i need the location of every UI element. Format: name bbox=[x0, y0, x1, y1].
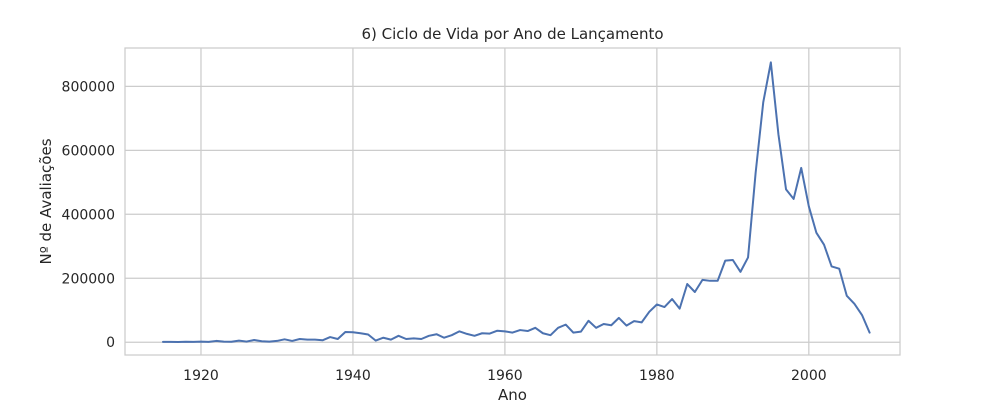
x-tick-label: 2000 bbox=[791, 368, 827, 384]
x-tick-label: 1940 bbox=[335, 368, 371, 384]
grid-lines bbox=[125, 48, 900, 355]
y-tick-label: 200000 bbox=[62, 271, 115, 287]
y-tick-label: 400000 bbox=[62, 207, 115, 223]
x-tick-label: 1920 bbox=[183, 368, 219, 384]
plot-frame bbox=[124, 47, 901, 356]
y-tick-label: 600000 bbox=[62, 143, 115, 159]
x-tick-label: 1980 bbox=[639, 368, 675, 384]
x-tick-label: 1960 bbox=[487, 368, 523, 384]
x-axis-label: Ano bbox=[498, 386, 527, 400]
y-axis-label: Nº de Avaliações bbox=[37, 138, 55, 264]
series-line bbox=[161, 61, 871, 343]
y-axis-ticks: 0 200000 400000 600000 800000 bbox=[62, 79, 115, 351]
x-axis-ticks: 1920 1940 1960 1980 2000 bbox=[183, 368, 826, 384]
y-tick-label: 800000 bbox=[62, 79, 115, 95]
y-tick-label: 0 bbox=[106, 335, 115, 351]
chart-title: 6) Ciclo de Vida por Ano de Lançamento bbox=[361, 25, 663, 43]
